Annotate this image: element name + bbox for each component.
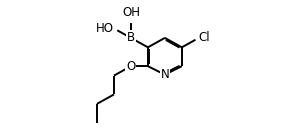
Text: Cl: Cl (199, 31, 211, 44)
Text: N: N (161, 68, 169, 81)
Text: O: O (126, 60, 135, 73)
Text: OH: OH (122, 6, 140, 19)
Text: B: B (127, 31, 135, 44)
Text: HO: HO (96, 22, 114, 35)
